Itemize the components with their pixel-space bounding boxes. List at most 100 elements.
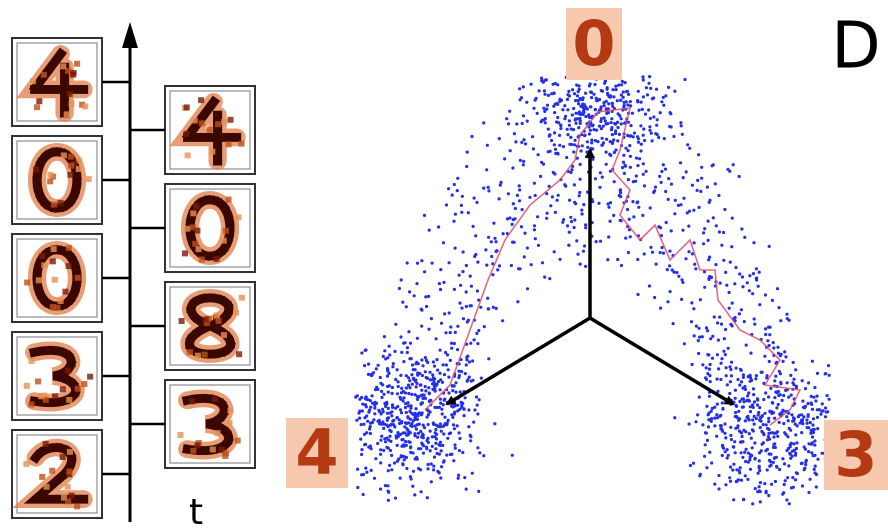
scatter-point xyxy=(548,277,552,281)
scatter-point xyxy=(390,385,394,390)
scatter-point xyxy=(619,122,623,126)
scatter-point xyxy=(397,418,401,422)
scatter-point xyxy=(700,176,704,180)
scatter-point xyxy=(572,92,577,96)
scatter-point xyxy=(742,428,746,432)
scatter-point xyxy=(709,275,714,279)
scatter-point xyxy=(356,467,360,471)
scatter-point xyxy=(420,259,424,263)
scatter-point xyxy=(719,377,723,382)
scatter-point xyxy=(713,424,717,428)
scatter-point xyxy=(578,162,582,166)
scatter-point xyxy=(464,304,468,309)
scatter-point xyxy=(737,429,742,433)
scatter-point xyxy=(582,103,586,107)
scatter-point xyxy=(748,455,752,459)
scatter-point xyxy=(624,236,628,240)
scatter-point xyxy=(703,285,707,289)
scatter-point xyxy=(785,381,789,385)
scatter-point xyxy=(358,416,362,420)
scatter-point xyxy=(614,88,618,92)
scatter-point xyxy=(565,127,569,131)
scatter-point xyxy=(668,249,672,253)
digit-stroke xyxy=(25,47,89,118)
scatter-point xyxy=(758,406,762,410)
scatter-point xyxy=(618,218,622,222)
scatter-point xyxy=(443,312,447,316)
scatter-point xyxy=(784,388,788,392)
scatter-point xyxy=(380,395,384,400)
scatter-point xyxy=(725,283,729,287)
scatter-point xyxy=(552,91,556,95)
scatter-point xyxy=(564,184,568,188)
scatter-point xyxy=(456,403,460,407)
scatter-point xyxy=(393,461,397,465)
scatter-point xyxy=(717,487,721,491)
scatter-point xyxy=(770,410,774,414)
scatter-point xyxy=(706,425,711,429)
digit-image xyxy=(181,191,242,266)
scatter-point xyxy=(441,241,446,245)
scatter-point xyxy=(731,163,735,167)
scatter-point xyxy=(711,163,715,167)
scatter-point xyxy=(460,370,464,374)
scatter-point xyxy=(516,300,520,304)
scatter-point xyxy=(815,415,820,419)
scatter-point xyxy=(767,416,771,420)
scatter-point xyxy=(743,450,747,454)
scatter-point xyxy=(768,325,772,329)
scatter-point xyxy=(372,476,377,480)
scatter-point xyxy=(650,97,654,101)
digit-pixel xyxy=(74,503,81,510)
scatter-point xyxy=(649,131,653,135)
scatter-point xyxy=(748,458,752,462)
scatter-point xyxy=(513,217,517,221)
scatter-point xyxy=(419,447,423,451)
scatter-point xyxy=(706,372,710,376)
digit-stroke xyxy=(185,293,235,359)
digit-pixel xyxy=(51,276,58,283)
scatter-point xyxy=(388,428,392,432)
scatter-point xyxy=(776,402,780,407)
digit-pixel xyxy=(186,349,193,356)
scatter-point xyxy=(728,365,732,369)
scatter-point xyxy=(469,379,473,383)
scatter-point xyxy=(410,392,414,396)
scatter-point xyxy=(773,479,778,484)
scatter-point xyxy=(452,384,456,388)
scatter-point xyxy=(664,189,668,194)
scatter-point xyxy=(411,469,416,473)
scatter-point xyxy=(648,206,652,210)
scatter-point xyxy=(687,250,691,254)
scatter-point xyxy=(427,228,431,232)
scatter-point xyxy=(748,405,753,409)
scatter-point xyxy=(612,213,616,217)
scatter-point xyxy=(449,431,453,435)
scatter-point xyxy=(600,89,605,93)
scatter-point xyxy=(381,354,385,358)
scatter-point xyxy=(446,368,450,372)
scatter-point xyxy=(738,383,742,387)
scatter-point xyxy=(525,100,529,104)
scatter-point xyxy=(705,185,710,189)
scatter-point xyxy=(382,392,386,396)
scatter-point xyxy=(439,429,443,433)
scatter-point xyxy=(621,160,626,164)
scatter-point xyxy=(424,389,428,393)
scatter-point xyxy=(574,111,578,115)
scatter-point xyxy=(748,467,753,471)
scatter-point xyxy=(703,443,707,447)
scatter-point xyxy=(650,250,655,254)
scatter-point xyxy=(616,139,620,143)
scatter-point xyxy=(512,132,517,136)
scatter-point xyxy=(811,454,815,458)
scatter-point xyxy=(608,140,612,144)
scatter-point xyxy=(803,447,808,451)
digit-pixel xyxy=(220,332,228,339)
digit-pixel xyxy=(235,214,242,221)
scatter-point xyxy=(466,378,470,382)
scatter-point xyxy=(479,305,483,309)
digit-pixel xyxy=(236,351,243,358)
scatter-point xyxy=(776,434,780,438)
scatter-point xyxy=(431,373,435,377)
